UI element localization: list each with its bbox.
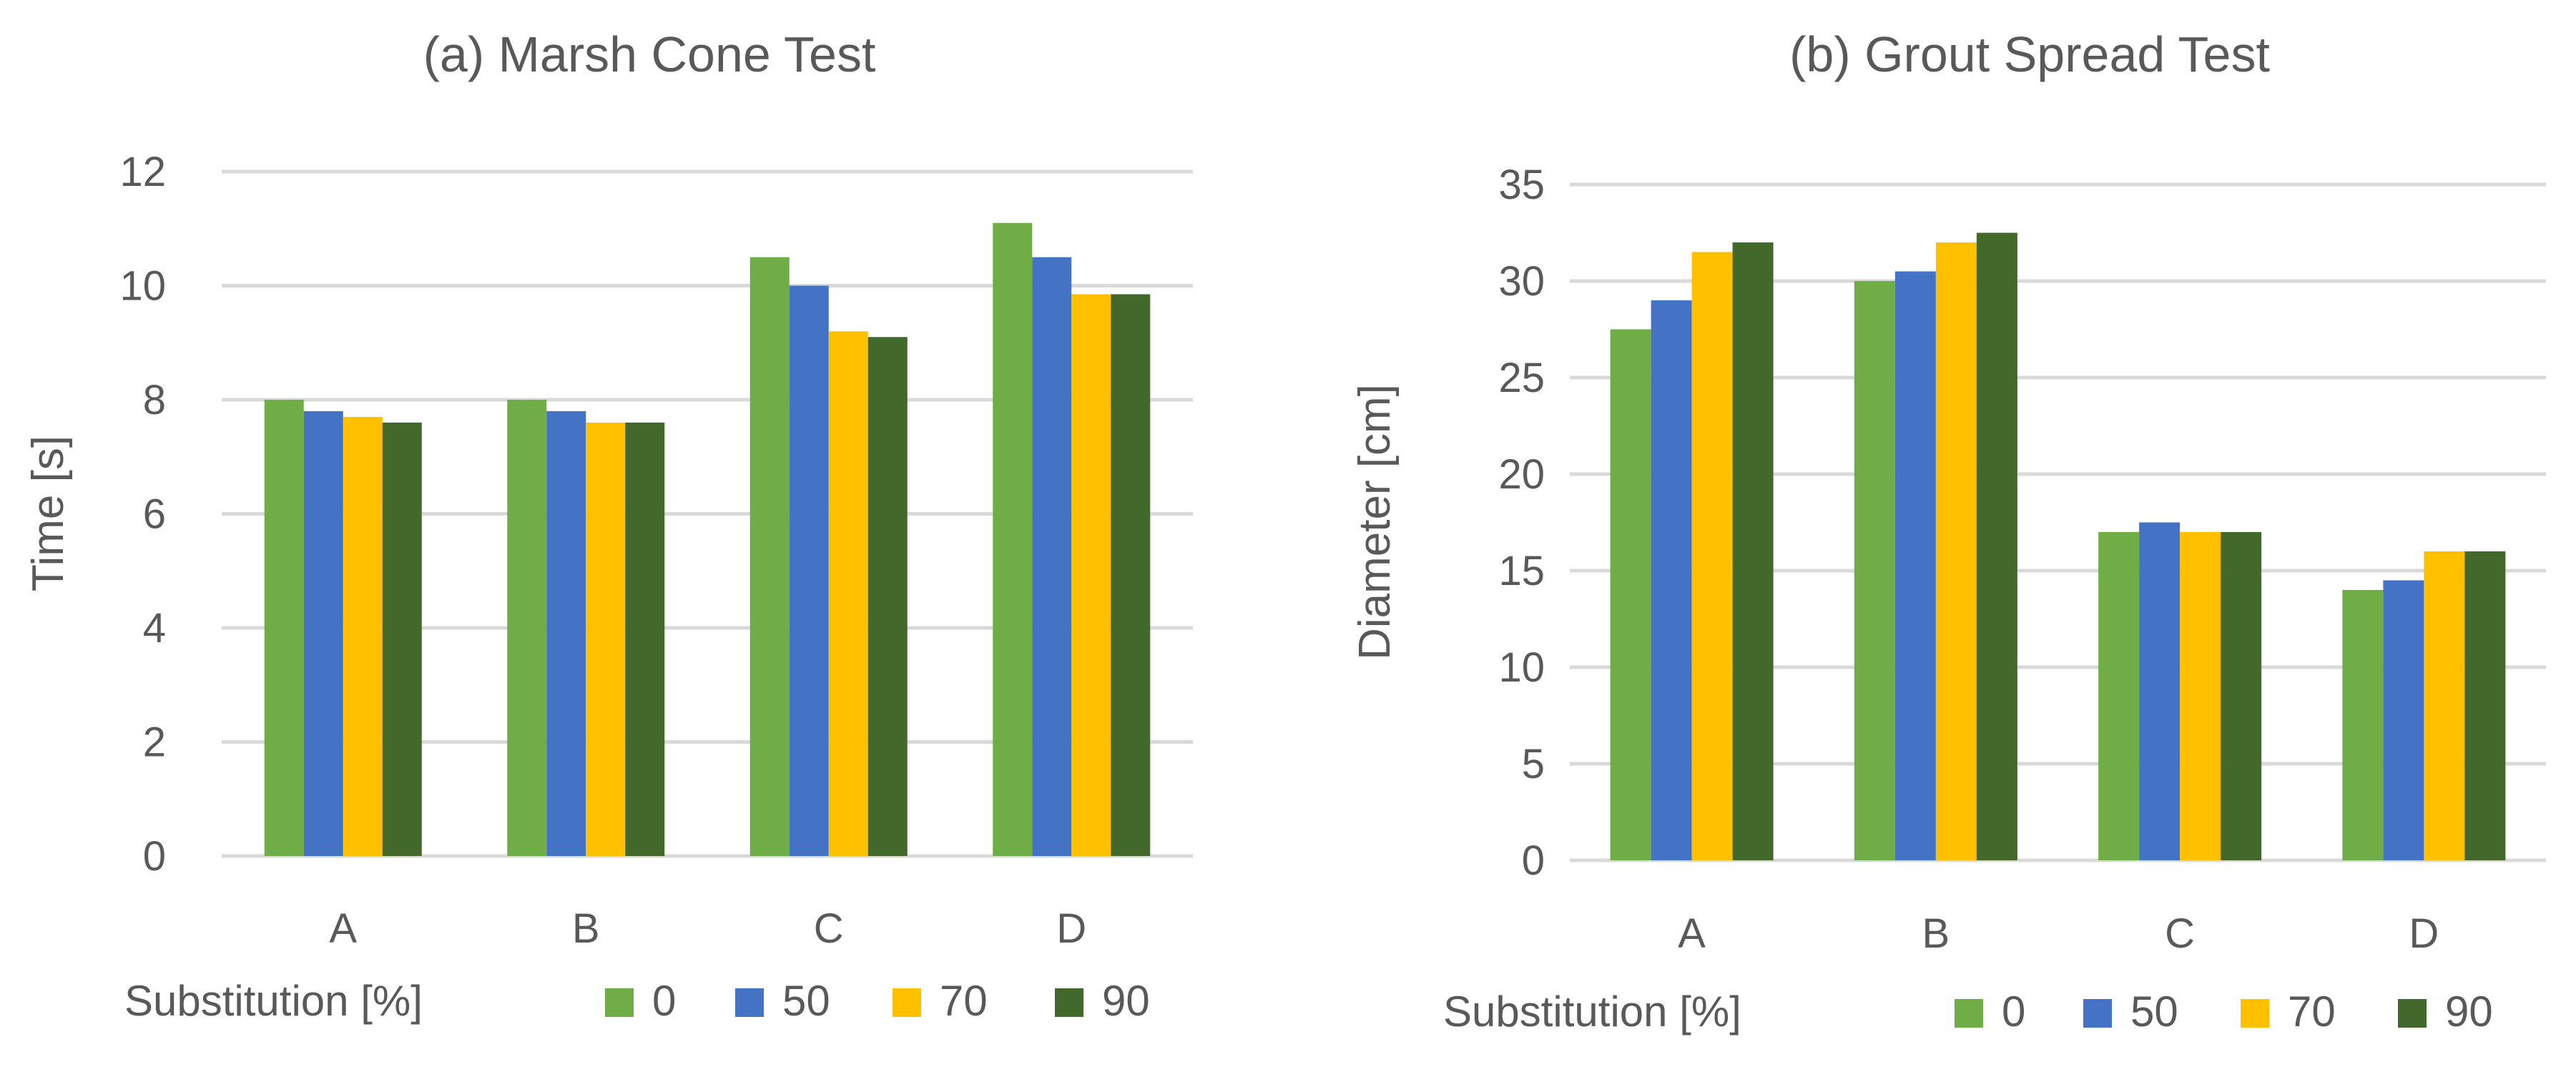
y-axis-label: Diameter [cm] [1350,384,1400,660]
legend-label-70: 70 [940,977,988,1025]
y-tick-label: 0 [1522,837,1545,884]
bar-C-70 [2180,532,2221,860]
bar-D-90 [1111,294,1151,856]
bar-D-90 [2464,551,2506,860]
bar-A-50 [303,410,343,856]
x-tick-label: B [572,905,600,952]
legend-title: Substitution [%] [1443,988,1741,1036]
bar-C-70 [828,331,868,856]
bar-B-90 [1976,232,2017,860]
legend-label-0: 0 [2002,988,2025,1036]
legend-label-0: 0 [652,977,676,1025]
legend-swatch-90 [2398,999,2427,1028]
legend-swatch-0 [1955,999,1983,1028]
bar-D-70 [2424,551,2465,860]
bar-C-0 [2098,532,2140,860]
legend-swatch-0 [605,988,634,1017]
legend-swatch-50 [735,988,764,1017]
bar-D-0 [2342,590,2384,860]
bar-B-70 [586,422,626,856]
y-tick-label: 8 [143,377,166,423]
bar-D-70 [1071,294,1111,856]
bar-A-0 [264,400,304,856]
y-tick-label: 5 [1522,741,1545,787]
y-tick-label: 0 [143,833,166,880]
legend-swatch-50 [2083,999,2112,1028]
bar-C-90 [867,337,908,856]
bar-B-0 [1854,281,1895,860]
y-tick-label: 30 [1498,258,1545,305]
chart-grout-spread: (b) Grout Spread Test 0 5 10 15 20 25 30 35 Diame… [1350,26,2546,1036]
bar-A-70 [343,416,383,856]
x-tick-label: C [814,905,844,952]
chart-marsh-cone: (a) Marsh Cone Test 0 2 4 6 8 10 12 Time [s] A B C D… [24,26,1193,1025]
x-tick-label: D [1056,905,1086,952]
bar-D-50 [1032,257,1072,856]
y-tick-label: 25 [1498,355,1545,401]
y-tick-label: 35 [1498,162,1545,208]
legend-swatch-70 [893,988,921,1017]
chart-title: (a) Marsh Cone Test [423,26,876,82]
bar-C-50 [789,285,829,856]
legend-label-50: 50 [2130,988,2178,1036]
bar-A-70 [1691,252,1733,860]
bar-B-50 [546,410,586,856]
legend-swatch-90 [1055,988,1083,1017]
x-tick-label: A [329,905,357,952]
chart-title: (b) Grout Spread Test [1789,26,2270,82]
x-tick-label: D [2409,910,2439,957]
legend-label-90: 90 [2445,988,2493,1036]
y-tick-label: 2 [143,719,166,766]
legend-label-90: 90 [1102,977,1150,1025]
legend-label-70: 70 [2288,988,2336,1036]
x-tick-label: C [2165,910,2195,957]
y-tick-label: 10 [119,263,166,310]
legend-label-50: 50 [782,977,830,1025]
bar-A-90 [1732,242,1774,860]
bar-B-70 [1935,242,1977,860]
y-axis-label: Time [s] [24,436,73,591]
y-tick-label: 15 [1498,548,1545,594]
x-tick-label: A [1678,910,1706,957]
legend-swatch-70 [2241,999,2269,1028]
bar-A-90 [382,422,422,856]
bar-C-90 [2221,532,2262,860]
bar-D-50 [2383,580,2424,860]
bar-C-50 [2139,522,2181,860]
x-tick-label: B [1922,910,1950,957]
y-tick-label: 10 [1498,644,1545,691]
bar-B-0 [507,400,547,856]
y-tick-label: 6 [143,491,166,538]
y-tick-label: 20 [1498,451,1545,498]
y-tick-label: 4 [143,605,166,651]
bar-A-0 [1610,329,1651,860]
bar-B-50 [1894,271,1936,860]
y-tick-label: 12 [119,149,166,195]
bar-C-0 [749,257,790,856]
bar-A-50 [1651,300,1692,860]
legend-title: Substitution [%] [124,977,423,1025]
bar-B-90 [625,422,665,856]
bar-D-0 [993,222,1033,856]
